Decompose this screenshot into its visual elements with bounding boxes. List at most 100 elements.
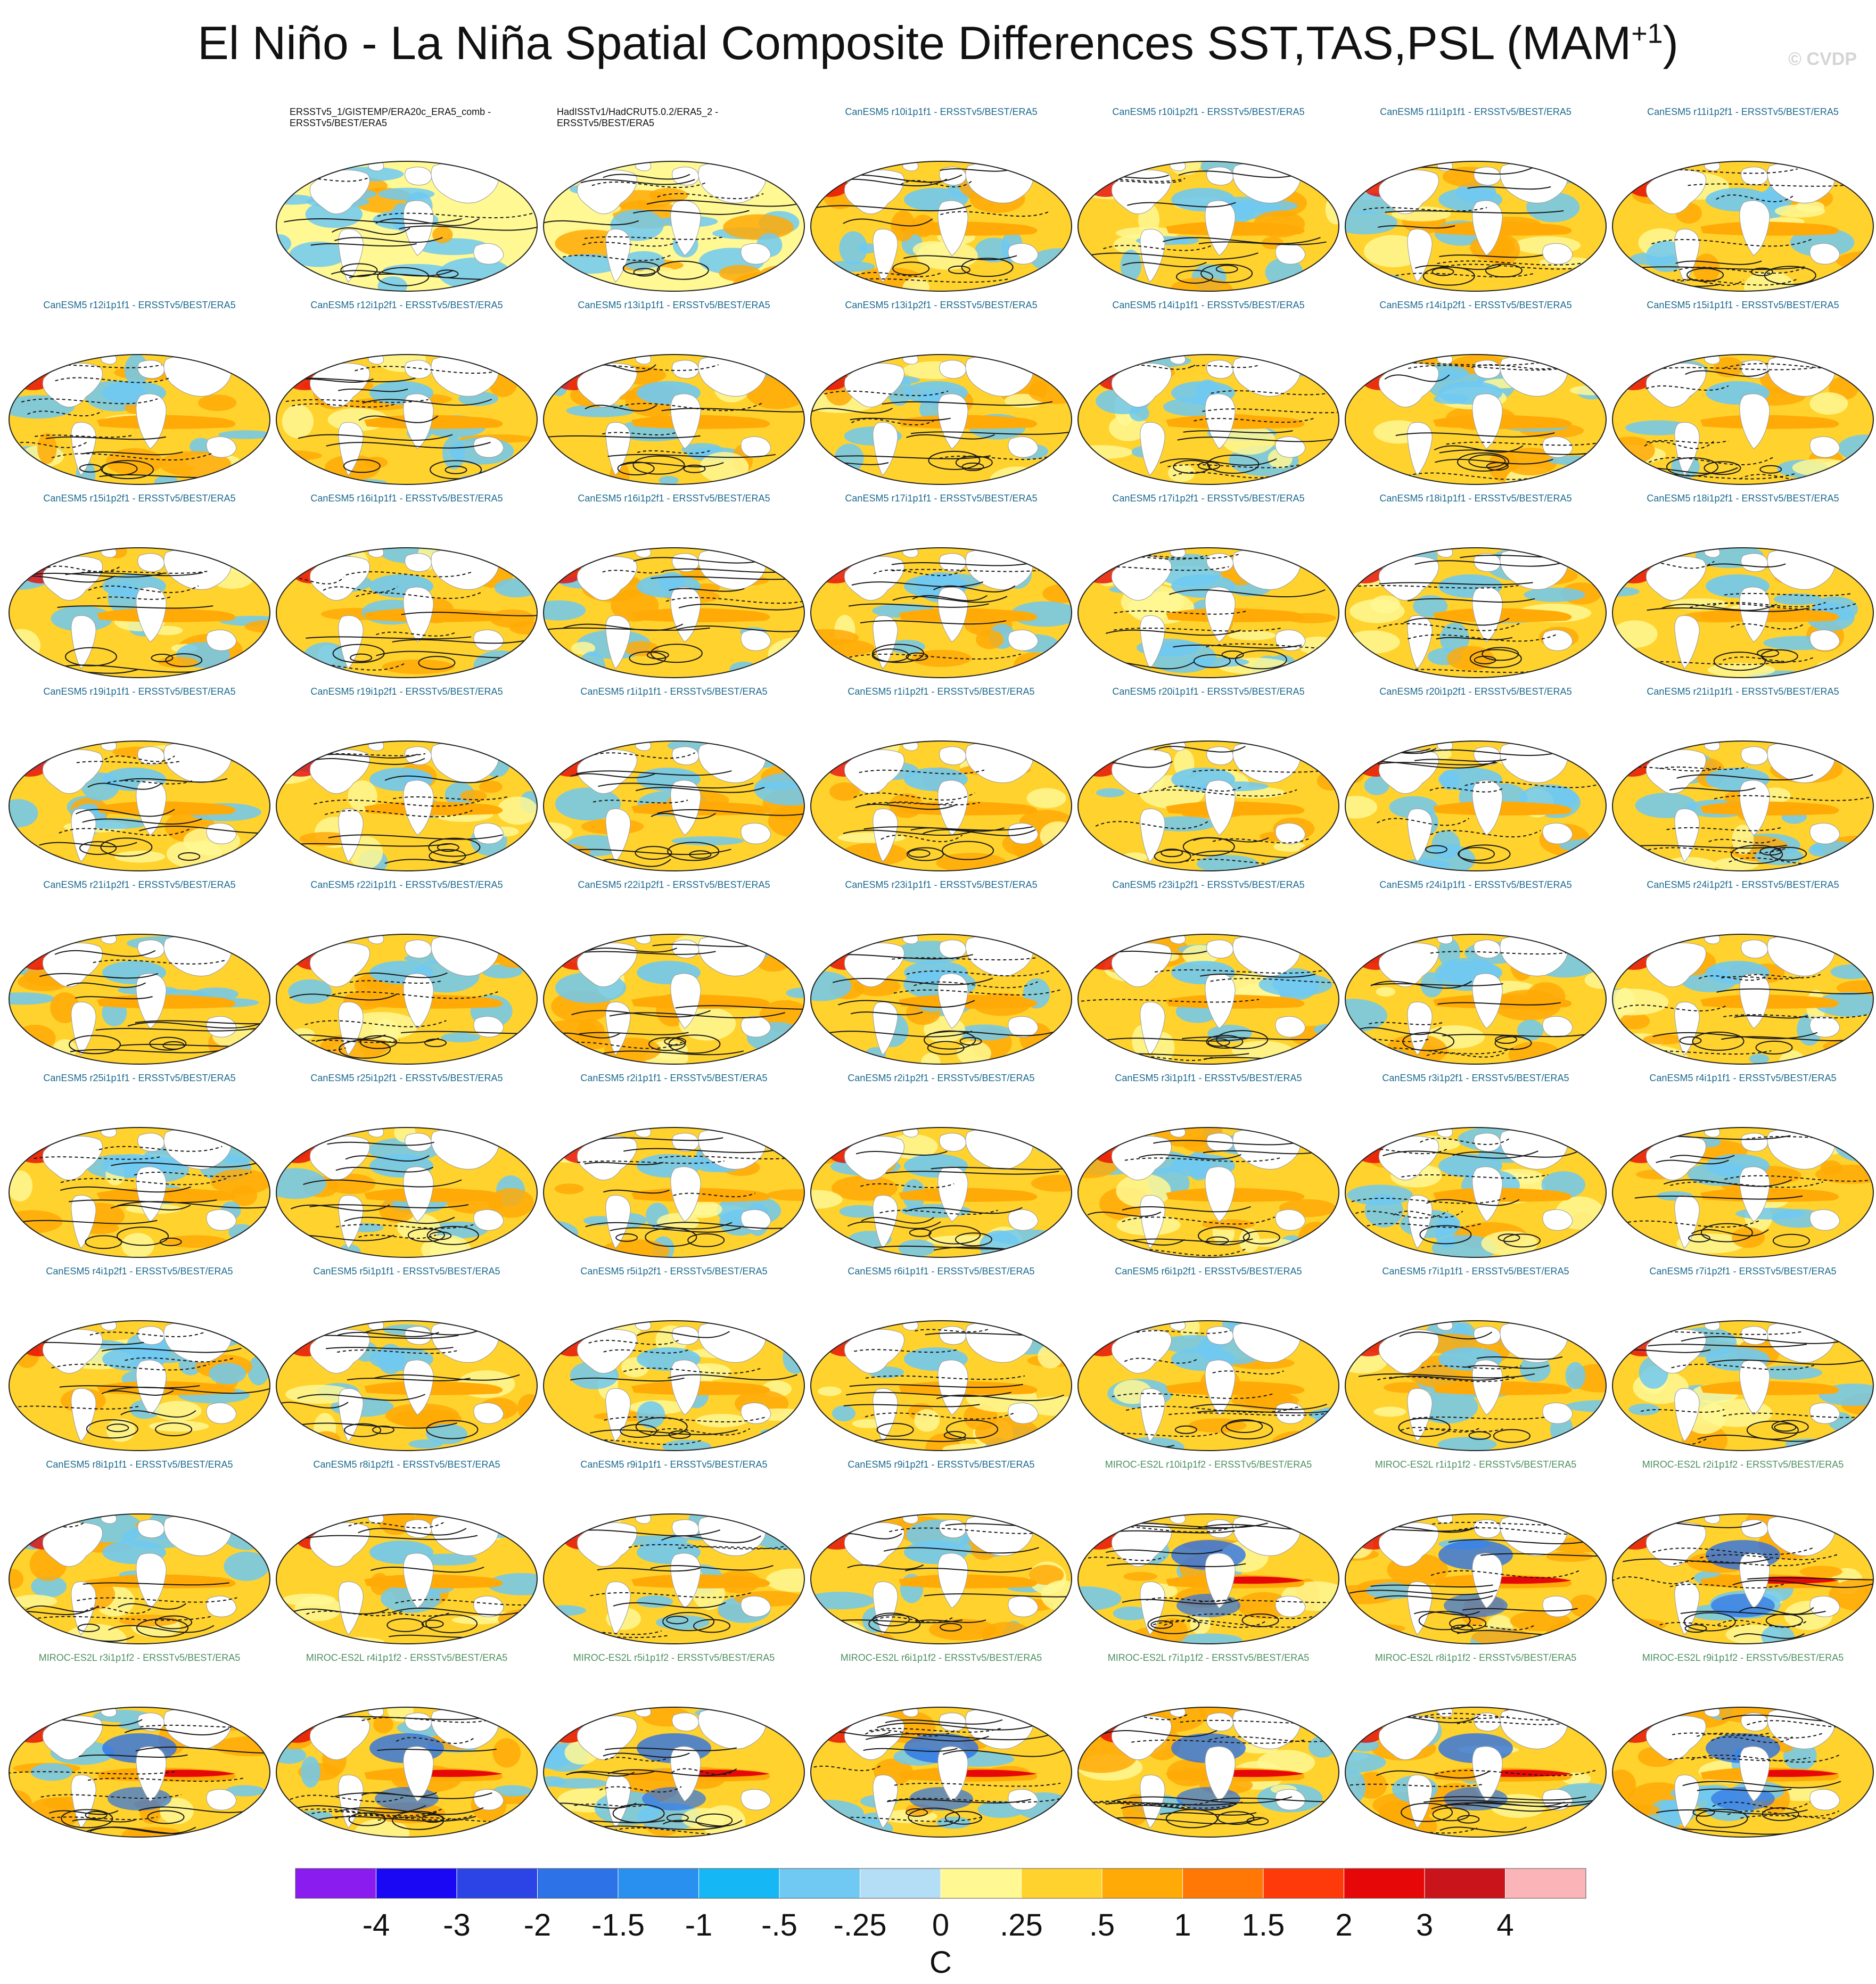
map-panel: CanESM5 r2i1p1f1 - ERSSTv5/BEST/ERA5 xyxy=(541,1073,807,1264)
map-svg xyxy=(543,1707,805,1838)
map-panel: CanESM5 r7i1p2f1 - ERSSTv5/BEST/ERA5 xyxy=(1610,1266,1876,1458)
map-panel: CanESM5 r15i1p2f1 - ERSSTv5/BEST/ERA5 xyxy=(6,493,273,685)
panel-title: MIROC-ES2L r10i1p1f2 - ERSSTv5/BEST/ERA5 xyxy=(1105,1459,1312,1470)
map-panel: CanESM5 r13i1p2f1 - ERSSTv5/BEST/ERA5 xyxy=(808,300,1074,491)
map-panel: CanESM5 r20i1p2f1 - ERSSTv5/BEST/ERA5 xyxy=(1343,686,1609,878)
panel-title: CanESM5 r10i1p2f1 - ERSSTv5/BEST/ERA5 xyxy=(1112,106,1305,117)
panel-title: CanESM5 r18i1p2f1 - ERSSTv5/BEST/ERA5 xyxy=(1647,493,1839,504)
map-svg xyxy=(1345,161,1607,292)
title-close: ) xyxy=(1663,17,1678,69)
panel-title: CanESM5 r23i1p2f1 - ERSSTv5/BEST/ERA5 xyxy=(1112,879,1305,890)
panel-title: CanESM5 r9i1p1f1 - ERSSTv5/BEST/ERA5 xyxy=(580,1459,768,1470)
panel-title: CanESM5 r14i1p1f1 - ERSSTv5/BEST/ERA5 xyxy=(1112,300,1305,310)
map-svg xyxy=(276,934,538,1065)
map-svg xyxy=(543,934,805,1065)
colorbar-swatch xyxy=(1424,1868,1505,1899)
map-panel: CanESM5 r9i1p2f1 - ERSSTv5/BEST/ERA5 xyxy=(808,1459,1074,1651)
map-svg xyxy=(1077,1320,1339,1451)
panel-title: CanESM5 r13i1p2f1 - ERSSTv5/BEST/ERA5 xyxy=(845,300,1038,310)
colorbar-swatch xyxy=(537,1868,619,1899)
panel-title: CanESM5 r3i1p2f1 - ERSSTv5/BEST/ERA5 xyxy=(1382,1073,1569,1083)
map-svg xyxy=(1345,740,1607,871)
map-panel: CanESM5 r23i1p2f1 - ERSSTv5/BEST/ERA5 xyxy=(1075,879,1342,1071)
panel-title: CanESM5 r16i1p1f1 - ERSSTv5/BEST/ERA5 xyxy=(310,493,503,504)
panel-title: MIROC-ES2L r6i1p1f2 - ERSSTv5/BEST/ERA5 xyxy=(840,1652,1042,1663)
panel-title: CanESM5 r9i1p2f1 - ERSSTv5/BEST/ERA5 xyxy=(848,1459,1035,1470)
panel-title: CanESM5 r20i1p2f1 - ERSSTv5/BEST/ERA5 xyxy=(1379,686,1572,697)
panel-title: CanESM5 r3i1p1f1 - ERSSTv5/BEST/ERA5 xyxy=(1115,1073,1302,1083)
map-svg xyxy=(9,1127,270,1258)
map-panel: CanESM5 r15i1p1f1 - ERSSTv5/BEST/ERA5 xyxy=(1610,300,1876,491)
map-panel: CanESM5 r9i1p1f1 - ERSSTv5/BEST/ERA5 xyxy=(541,1459,807,1651)
map-panel: CanESM5 r16i1p2f1 - ERSSTv5/BEST/ERA5 xyxy=(541,493,807,685)
panel-title: CanESM5 r12i1p1f1 - ERSSTv5/BEST/ERA5 xyxy=(43,300,236,310)
colorbar-tick-label: -4 xyxy=(363,1908,390,1942)
map-svg xyxy=(1077,354,1339,485)
colorbar-swatch xyxy=(698,1868,780,1899)
panel-title: MIROC-ES2L r1i1p1f2 - ERSSTv5/BEST/ERA5 xyxy=(1375,1459,1577,1470)
map-svg xyxy=(1612,547,1874,678)
map-svg xyxy=(1077,161,1339,292)
map-panel: MIROC-ES2L r1i1p1f2 - ERSSTv5/BEST/ERA5 xyxy=(1343,1459,1609,1651)
colorbar-tick-label: -.5 xyxy=(761,1908,797,1942)
map-svg xyxy=(543,1513,805,1644)
panel-title: CanESM5 r19i1p2f1 - ERSSTv5/BEST/ERA5 xyxy=(310,686,503,697)
map-panel: MIROC-ES2L r5i1p1f2 - ERSSTv5/BEST/ERA5 xyxy=(541,1652,807,1844)
map-panel: CanESM5 r23i1p1f1 - ERSSTv5/BEST/ERA5 xyxy=(808,879,1074,1071)
map-panel: CanESM5 r14i1p2f1 - ERSSTv5/BEST/ERA5 xyxy=(1343,300,1609,491)
map-panel: CanESM5 r25i1p1f1 - ERSSTv5/BEST/ERA5 xyxy=(6,1073,273,1264)
map-panel: CanESM5 r13i1p1f1 - ERSSTv5/BEST/ERA5 xyxy=(541,300,807,491)
panel-title: CanESM5 r15i1p1f1 - ERSSTv5/BEST/ERA5 xyxy=(1647,300,1839,310)
map-svg xyxy=(9,354,270,485)
panel-title: CanESM5 r19i1p1f1 - ERSSTv5/BEST/ERA5 xyxy=(43,686,236,697)
map-svg xyxy=(1345,1320,1607,1451)
map-svg xyxy=(276,1707,538,1838)
map-panel: MIROC-ES2L r4i1p1f2 - ERSSTv5/BEST/ERA5 xyxy=(274,1652,540,1844)
panel-title: ERSSTv5_1/GISTEMP/ERA20c_ERA5_comb - ERS… xyxy=(290,106,491,128)
map-panel: CanESM5 r3i1p1f1 - ERSSTv5/BEST/ERA5 xyxy=(1075,1073,1342,1264)
figure-title: El Niño - La Niña Spatial Composite Diff… xyxy=(0,16,1876,70)
map-panel: MIROC-ES2L r10i1p1f2 - ERSSTv5/BEST/ERA5 xyxy=(1075,1459,1342,1651)
map-panel: CanESM5 r1i1p2f1 - ERSSTv5/BEST/ERA5 xyxy=(808,686,1074,878)
map-svg xyxy=(1612,1320,1874,1451)
map-panel: CanESM5 r11i1p2f1 - ERSSTv5/BEST/ERA5 xyxy=(1610,106,1876,298)
map-svg xyxy=(9,547,270,678)
colorbar-swatch xyxy=(1263,1868,1344,1899)
map-svg xyxy=(276,161,538,292)
map-panel: CanESM5 r10i1p2f1 - ERSSTv5/BEST/ERA5 xyxy=(1075,106,1342,298)
map-svg xyxy=(810,1513,1072,1644)
map-panel: CanESM5 r14i1p1f1 - ERSSTv5/BEST/ERA5 xyxy=(1075,300,1342,491)
panel-title: CanESM5 r24i1p1f1 - ERSSTv5/BEST/ERA5 xyxy=(1379,879,1572,890)
title-superscript: +1 xyxy=(1631,18,1663,50)
panel-title: CanESM5 r4i1p1f1 - ERSSTv5/BEST/ERA5 xyxy=(1649,1073,1837,1083)
map-svg xyxy=(1345,354,1607,485)
panel-title: MIROC-ES2L r4i1p1f2 - ERSSTv5/BEST/ERA5 xyxy=(306,1652,508,1663)
panel-grid: ERSSTv5_1/GISTEMP/ERA20c_ERA5_comb - ERS… xyxy=(6,106,1876,1844)
map-panel: CanESM5 r3i1p2f1 - ERSSTv5/BEST/ERA5 xyxy=(1343,1073,1609,1264)
map-panel: CanESM5 r22i1p2f1 - ERSSTv5/BEST/ERA5 xyxy=(541,879,807,1071)
colorbar-swatch xyxy=(618,1868,699,1899)
map-panel: CanESM5 r6i1p1f1 - ERSSTv5/BEST/ERA5 xyxy=(808,1266,1074,1458)
map-panel: MIROC-ES2L r3i1p1f2 - ERSSTv5/BEST/ERA5 xyxy=(6,1652,273,1844)
colorbar-tick-label: 4 xyxy=(1496,1908,1513,1942)
panel-title: CanESM5 r6i1p1f1 - ERSSTv5/BEST/ERA5 xyxy=(848,1266,1035,1277)
panel-title: MIROC-ES2L r5i1p1f2 - ERSSTv5/BEST/ERA5 xyxy=(573,1652,775,1663)
colorbar-tick-label: -2 xyxy=(524,1908,552,1942)
map-svg xyxy=(9,1320,270,1451)
title-main: El Niño - La Niña Spatial Composite Diff… xyxy=(198,17,1632,69)
map-panel: CanESM5 r12i1p2f1 - ERSSTv5/BEST/ERA5 xyxy=(274,300,540,491)
map-svg xyxy=(543,354,805,485)
map-panel: CanESM5 r4i1p2f1 - ERSSTv5/BEST/ERA5 xyxy=(6,1266,273,1458)
map-svg xyxy=(1345,547,1607,678)
map-panel: CanESM5 r8i1p1f1 - ERSSTv5/BEST/ERA5 xyxy=(6,1459,273,1651)
map-panel: CanESM5 r5i1p1f1 - ERSSTv5/BEST/ERA5 xyxy=(274,1266,540,1458)
map-svg xyxy=(276,354,538,485)
colorbar-swatch xyxy=(456,1868,538,1899)
map-panel: CanESM5 r17i1p1f1 - ERSSTv5/BEST/ERA5 xyxy=(808,493,1074,685)
colorbar-unit-label: C xyxy=(929,1945,952,1980)
map-svg xyxy=(9,1707,270,1838)
colorbar-tick-label: -3 xyxy=(443,1908,471,1942)
panel-title: CanESM5 r8i1p1f1 - ERSSTv5/BEST/ERA5 xyxy=(46,1459,233,1470)
panel-title: CanESM5 r1i1p2f1 - ERSSTv5/BEST/ERA5 xyxy=(848,686,1035,697)
panel-title: CanESM5 r17i1p1f1 - ERSSTv5/BEST/ERA5 xyxy=(845,493,1038,504)
